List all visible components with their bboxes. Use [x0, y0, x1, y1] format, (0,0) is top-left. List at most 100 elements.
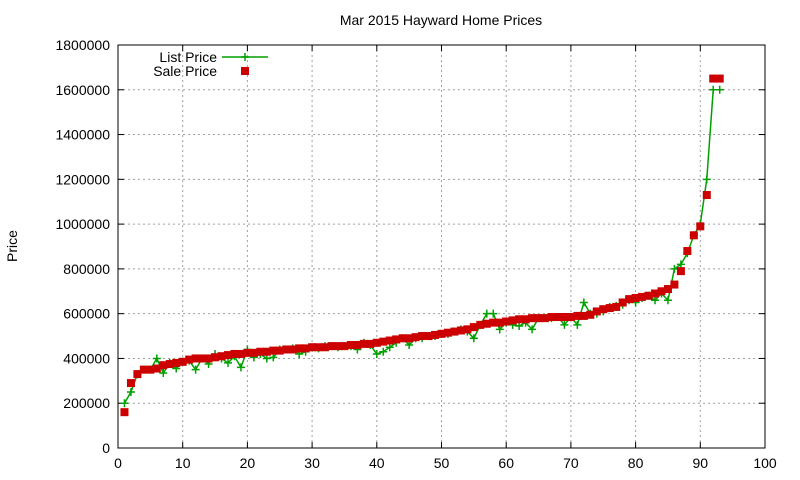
sale-price-point — [223, 351, 232, 360]
sale-price-point — [437, 329, 446, 338]
list-price-point — [223, 358, 232, 367]
y-tick-label: 1600000 — [55, 82, 110, 98]
list-price-point — [262, 354, 271, 363]
sale-price-point — [288, 345, 297, 354]
sale-price-point — [450, 327, 459, 336]
sale-price-point — [249, 348, 258, 357]
sale-price-point — [379, 337, 388, 346]
sale-price-point — [139, 365, 148, 374]
list-price-point — [495, 325, 504, 334]
sale-price-point — [431, 330, 440, 339]
list-price-point — [269, 353, 278, 362]
sale-price-point — [230, 349, 239, 358]
sale-price-point — [398, 334, 407, 343]
list-price-point — [385, 343, 394, 352]
x-tick-label: 90 — [693, 455, 709, 471]
sale-price-point — [295, 344, 304, 353]
list-price-point — [469, 334, 478, 343]
grid — [118, 45, 765, 448]
y-tick-label: 1800000 — [55, 37, 110, 53]
sale-price-point — [625, 295, 634, 304]
sale-price-point — [528, 314, 537, 323]
x-tick-label: 60 — [498, 455, 514, 471]
sale-price-point — [573, 311, 582, 320]
list-price-point — [715, 85, 724, 94]
list-price-point — [560, 320, 569, 329]
list-price-point — [676, 260, 685, 269]
sale-price-point — [120, 408, 129, 417]
list-price-point — [159, 368, 168, 377]
sale-price-point — [275, 346, 284, 355]
sale-price-point — [327, 342, 336, 351]
y-tick-label: 400000 — [63, 350, 110, 366]
sale-price-point — [321, 343, 330, 352]
sale-price-point — [340, 342, 349, 351]
x-tick-label: 50 — [434, 455, 450, 471]
sale-price-point — [211, 353, 220, 362]
x-tick-label: 10 — [175, 455, 191, 471]
y-tick-label: 1000000 — [55, 216, 110, 232]
list-price-point — [515, 321, 524, 330]
list-price-point — [126, 388, 135, 397]
list-price-point — [651, 296, 660, 305]
sale-price-point — [715, 74, 724, 83]
sale-price-point — [696, 222, 705, 231]
y-tick-label: 600000 — [63, 306, 110, 322]
list-price-point — [152, 354, 161, 363]
sale-price-point — [670, 280, 679, 289]
sale-price-point — [217, 352, 226, 361]
sale-price-point — [411, 333, 420, 342]
sale-price-point — [269, 346, 278, 355]
legend-swatch-list-marker — [241, 53, 249, 61]
sale-price-point — [178, 357, 187, 366]
sale-price-point — [618, 298, 627, 307]
sale-price-point — [676, 267, 685, 276]
sale-price-point — [185, 355, 194, 364]
sale-price-point — [359, 339, 368, 348]
list-price-point — [489, 309, 498, 318]
sale-price-point — [463, 325, 472, 334]
plot-frame — [117, 44, 766, 449]
list-price-point — [573, 320, 582, 329]
sale-price-point — [256, 347, 265, 356]
sale-price-point — [366, 339, 375, 348]
sale-price-point — [651, 289, 660, 298]
sale-price-point — [605, 304, 614, 313]
list-price-point — [405, 341, 414, 350]
sale-price-point — [495, 318, 504, 327]
sale-price-point — [638, 292, 647, 301]
series-layer — [120, 74, 724, 417]
sale-price-point — [133, 370, 142, 379]
list-price-point — [379, 347, 388, 356]
sale-price-point — [301, 344, 310, 353]
sale-price-point — [405, 334, 414, 343]
list-price-point — [528, 325, 537, 334]
list-price-point — [372, 349, 381, 358]
sale-price-point — [314, 343, 323, 352]
sale-price-point — [663, 285, 672, 294]
sale-price-point — [579, 311, 588, 320]
sale-price-point — [456, 326, 465, 335]
sale-price-point — [333, 342, 342, 351]
x-tick-label: 80 — [628, 455, 644, 471]
legend-label-sale-price: Sale Price — [153, 63, 217, 79]
sale-price-point — [353, 341, 362, 350]
y-axis-label: Price — [4, 230, 20, 262]
sale-price-point — [424, 332, 433, 341]
sale-price-point — [547, 313, 556, 322]
x-tick-label: 30 — [304, 455, 320, 471]
sale-price-point — [418, 332, 427, 341]
sale-price-point — [204, 354, 213, 363]
sale-price-point — [126, 379, 135, 388]
x-tick-label: 0 — [114, 455, 122, 471]
sale-price-point — [392, 335, 401, 344]
sale-price-point — [515, 315, 524, 324]
x-tick-label: 100 — [753, 455, 777, 471]
sale-price-point — [146, 365, 155, 374]
sale-price-point — [191, 354, 200, 363]
x-tick-label: 20 — [240, 455, 256, 471]
y-tick-label: 1200000 — [55, 171, 110, 187]
y-tick-label: 0 — [102, 440, 110, 456]
